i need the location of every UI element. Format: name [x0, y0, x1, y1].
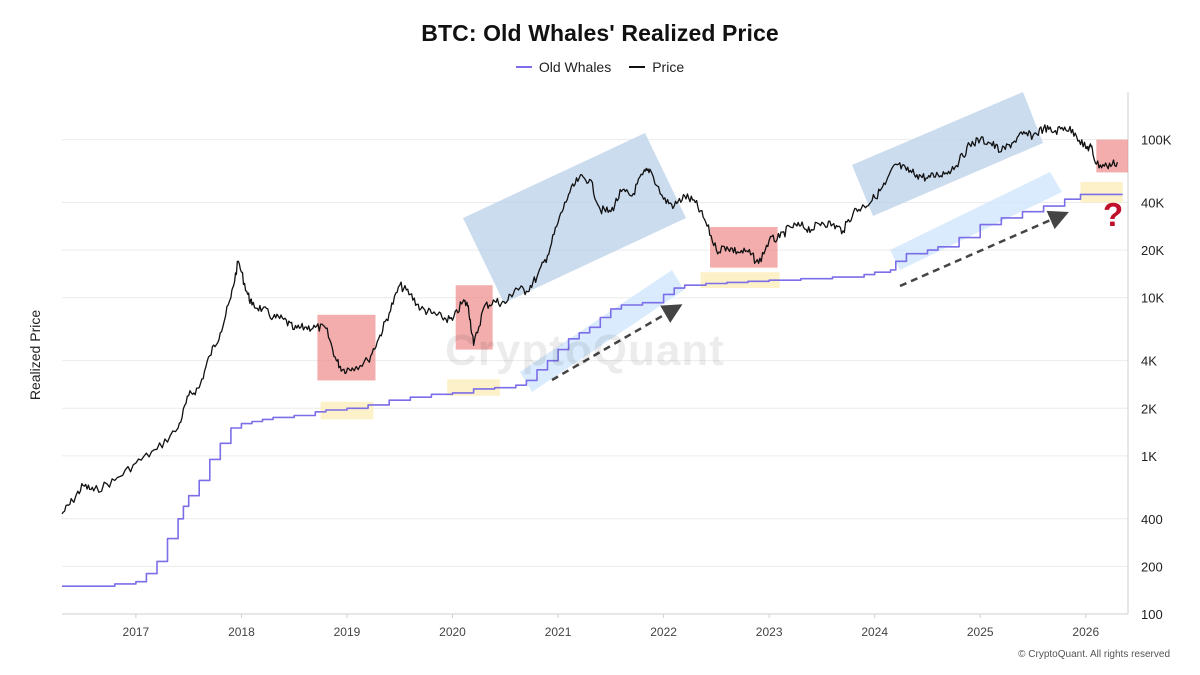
watermark-logo: CryptoQuant [445, 326, 725, 375]
y-tick-label: 1K [1141, 449, 1157, 464]
y-tick-label: 4K [1141, 354, 1157, 369]
legend-item-price[interactable]: Price [629, 59, 684, 75]
y-tick-label: 100K [1141, 133, 1172, 148]
legend-item-old-whales[interactable]: Old Whales [515, 59, 612, 75]
bull-run-box-2021 [463, 133, 686, 303]
x-tick-label: 2019 [334, 625, 361, 639]
question-mark-annotation: ? [1103, 196, 1124, 233]
legend-swatch-old-whales [515, 66, 532, 68]
bull-run-box-2024 [852, 92, 1043, 216]
y-tick-label: 100 [1141, 607, 1163, 622]
series-line-old-whales [62, 193, 1123, 587]
legend-label-old-whales: Old Whales [538, 59, 612, 75]
x-tick-label: 2022 [650, 625, 677, 639]
support-box [700, 272, 780, 289]
support-box [447, 379, 501, 396]
bear-box [317, 314, 376, 381]
x-tick-label: 2021 [545, 625, 572, 639]
support-box [1080, 181, 1123, 203]
series-line-price [61, 124, 1119, 515]
accumulation-highlight-1 [520, 270, 684, 392]
bear-box [710, 227, 778, 268]
x-tick-label: 2026 [1072, 625, 1099, 639]
legend-label-price: Price [652, 59, 685, 75]
y-tick-label: 20K [1141, 243, 1164, 258]
chart-title: BTC: Old Whales' Realized Price [421, 20, 779, 46]
y-tick-label: 400 [1141, 512, 1163, 527]
x-tick-label: 2017 [123, 625, 150, 639]
trend-arrow-2024 [899, 210, 1069, 288]
accumulation-highlight-2 [890, 172, 1062, 270]
x-tick-label: 2020 [439, 625, 466, 639]
x-tick-label: 2018 [228, 625, 255, 639]
x-tick-label: 2024 [861, 625, 888, 639]
y-tick-label: 2K [1141, 401, 1157, 416]
x-tick-label: 2025 [967, 625, 994, 639]
x-tick-label: 2023 [756, 625, 783, 639]
legend-swatch-price [629, 66, 646, 68]
y-tick-label: 200 [1141, 559, 1163, 574]
copyright-notice: © CryptoQuant. All rights reserved [1018, 649, 1170, 660]
chart-legend: Old Whales Price [0, 59, 1200, 75]
y-tick-label: 40K [1141, 196, 1164, 211]
y-tick-label: 10K [1141, 291, 1164, 306]
